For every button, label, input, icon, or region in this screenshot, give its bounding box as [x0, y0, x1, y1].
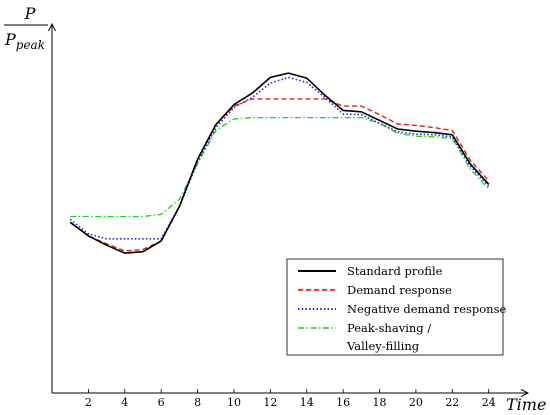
legend-label: Peak-shaving /: [347, 321, 431, 335]
x-tick-label: 8: [194, 396, 201, 409]
y-axis-label-numerator: P: [24, 4, 36, 23]
x-tick-label: 16: [336, 396, 350, 409]
x-tick-label: 20: [409, 396, 423, 409]
x-tick-label: 12: [263, 396, 277, 409]
legend-label: Valley-filling: [346, 339, 420, 353]
series-line-standard-profile: [69, 72, 490, 254]
y-axis-label-denominator-main: P: [4, 30, 16, 49]
legend-label: Negative demand response: [347, 302, 506, 316]
series-group: [69, 72, 490, 254]
x-tick-label: 4: [121, 396, 128, 409]
series-line-demand-response: [69, 98, 490, 252]
legend-label: Demand response: [347, 283, 452, 297]
x-tick-label: 24: [482, 396, 496, 409]
y-axis-label-denominator: Ppeak: [4, 30, 45, 52]
legend-frame: [286, 258, 504, 356]
series-line-negative-demand-response: [69, 76, 490, 240]
legend: Standard profile Demand response Negative …: [286, 258, 506, 356]
x-tick-label: 2: [85, 396, 92, 409]
x-axis-label: Time: [506, 395, 546, 414]
x-tick-label: 6: [158, 396, 165, 409]
x-tick-label: 10: [227, 396, 241, 409]
x-tick-label: 18: [373, 396, 387, 409]
x-tick-group: 2 4 6 8 10 12 14 16 18 20 22 24: [85, 389, 496, 409]
y-axis-label-denominator-sub: peak: [16, 38, 45, 52]
legend-label: Standard profile: [347, 264, 443, 278]
x-tick-label: 22: [445, 396, 459, 409]
legend-items: Standard profile Demand response Negative …: [298, 264, 506, 353]
series-line-peak-shaving-valley-filling: [70, 116, 490, 218]
x-tick-label: 14: [300, 396, 314, 409]
